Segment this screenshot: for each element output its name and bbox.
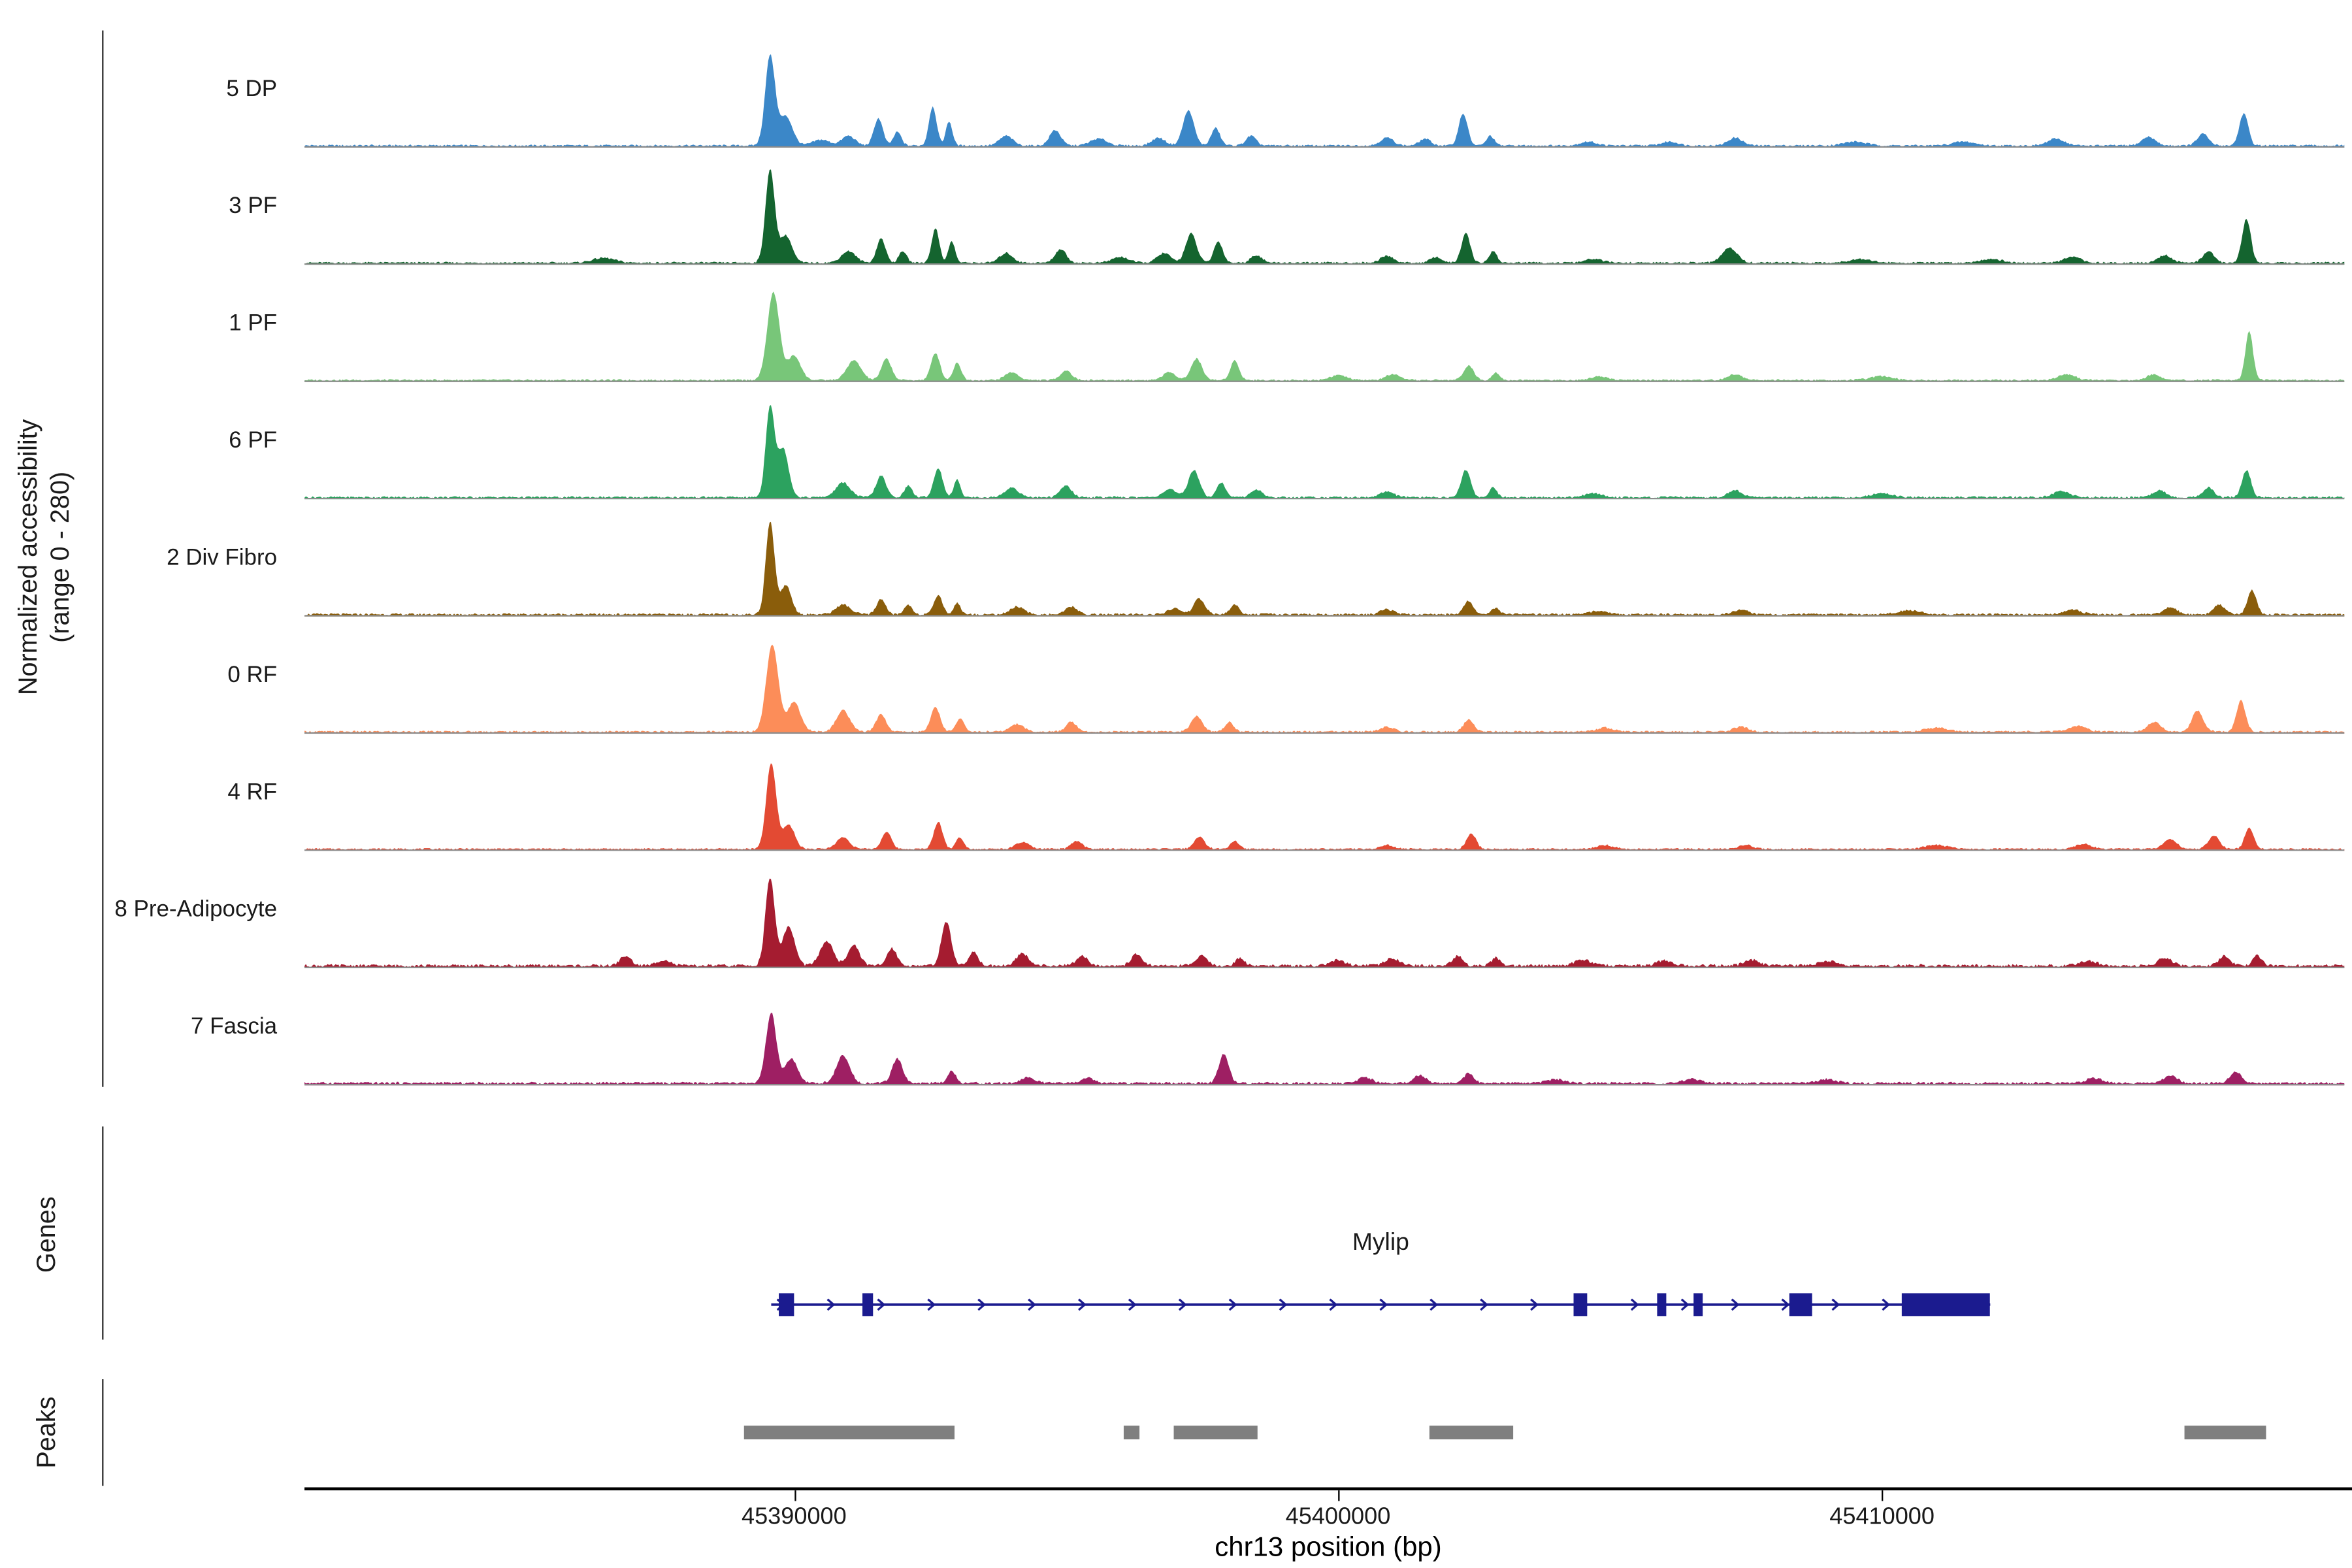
peak-bar — [2184, 1426, 2266, 1440]
track-label: 8 Pre-Adipocyte — [114, 896, 278, 923]
track-row-1-pf: 1 PF — [0, 265, 2352, 382]
strand-arrow-icon — [1630, 1298, 1639, 1311]
strand-arrow-icon — [826, 1298, 836, 1311]
track-signal-area — [304, 968, 2345, 1086]
peak-bar — [1429, 1426, 1514, 1440]
x-tick-label: 45400000 — [1285, 1504, 1391, 1530]
genes-section-label: Genes — [31, 1196, 61, 1273]
gene-exon — [862, 1293, 874, 1316]
track-label: 0 RF — [227, 662, 278, 689]
track-row-7-fascia: 7 Fascia — [0, 968, 2352, 1086]
signal-area-path — [304, 644, 2345, 734]
x-axis-title: chr13 position (bp) — [1215, 1531, 1442, 1562]
strand-arrow-icon — [1882, 1298, 1891, 1311]
track-signal-area — [304, 265, 2345, 382]
track-signal-area — [304, 148, 2345, 265]
track-label: 6 PF — [229, 427, 278, 454]
track-signal-area — [304, 734, 2345, 851]
strand-arrow-icon — [1279, 1298, 1288, 1311]
signal-area-path — [304, 405, 2345, 500]
track-label: 5 DP — [226, 76, 278, 103]
track-row-0-rf: 0 RF — [0, 617, 2352, 734]
strand-arrow-icon — [1078, 1298, 1086, 1311]
strand-arrow-icon — [1329, 1298, 1338, 1311]
track-row-2-div-fibro: 2 Div Fibro — [0, 499, 2352, 617]
gene-exon — [1693, 1293, 1703, 1316]
gene-exon — [1901, 1293, 1990, 1316]
tracks-axis-bracket — [102, 30, 104, 1087]
strand-arrow-icon — [1731, 1298, 1740, 1311]
strand-arrow-icon — [1680, 1298, 1690, 1311]
signal-area-path — [304, 291, 2345, 382]
track-row-6-pf: 6 PF — [0, 382, 2352, 500]
track-row-4-rf: 4 RF — [0, 734, 2352, 851]
strand-arrow-icon — [1028, 1298, 1036, 1311]
strand-arrow-icon — [1530, 1298, 1539, 1311]
track-signal-area — [304, 617, 2345, 734]
peak-bar — [743, 1426, 955, 1440]
peaks-axis-bracket — [102, 1379, 104, 1486]
strand-arrow-icon — [1781, 1298, 1790, 1311]
peak-bar — [1173, 1426, 1258, 1440]
x-tick — [1337, 1490, 1340, 1501]
x-tick-label: 45390000 — [742, 1504, 847, 1530]
strand-arrow-icon — [1178, 1298, 1187, 1311]
strand-arrow-icon — [877, 1298, 886, 1311]
signal-area-path — [304, 1013, 2345, 1086]
track-row-5-dp: 5 DP — [0, 31, 2352, 148]
peaks-track — [743, 1426, 2266, 1440]
track-row-8-pre-adipocyte: 8 Pre-Adipocyte — [0, 851, 2352, 968]
track-signal-area — [304, 31, 2345, 148]
track-signal-area — [304, 851, 2345, 968]
x-tick-label: 45410000 — [1829, 1504, 1935, 1530]
strand-arrow-icon — [927, 1298, 936, 1311]
peaks-section-label: Peaks — [31, 1396, 61, 1469]
signal-area-path — [304, 763, 2345, 851]
strand-arrow-icon — [1228, 1298, 1237, 1311]
gene-exon — [1789, 1293, 1812, 1316]
track-label: 1 PF — [229, 310, 278, 336]
gene-name-label: Mylip — [1352, 1228, 1409, 1255]
signal-area-path — [304, 878, 2345, 968]
x-axis-line — [304, 1487, 2352, 1491]
strand-arrow-icon — [1128, 1298, 1137, 1311]
track-signal-area — [304, 382, 2345, 500]
signal-area-path — [304, 521, 2345, 617]
gene-model-diagram: Mylip — [771, 1228, 1991, 1316]
gene-exon — [1573, 1293, 1588, 1316]
track-row-3-pf: 3 PF — [0, 148, 2352, 265]
signal-area-path — [304, 169, 2345, 265]
gene-exon — [1657, 1293, 1667, 1316]
strand-arrow-icon — [1429, 1298, 1439, 1311]
track-label: 4 RF — [227, 779, 278, 806]
gene-exon — [779, 1293, 794, 1316]
strand-arrow-icon — [1379, 1298, 1388, 1311]
signal-area-path — [304, 54, 2345, 148]
track-signal-area — [304, 499, 2345, 617]
track-label: 3 PF — [229, 193, 278, 220]
strand-arrow-icon — [1831, 1298, 1840, 1311]
genes-axis-bracket — [102, 1126, 104, 1340]
strand-arrow-icon — [1480, 1298, 1489, 1311]
x-tick — [794, 1490, 796, 1501]
track-label: 7 Fascia — [190, 1013, 278, 1040]
peak-bar — [1123, 1426, 1140, 1440]
track-label: 2 Div Fibro — [167, 545, 278, 571]
accessibility-tracks: 5 DP 3 PF 1 PF 6 PF 2 Div Fibro 0 RF 4 RF 8 Pre… — [0, 31, 2352, 1086]
strand-arrow-icon — [977, 1298, 987, 1311]
x-tick — [1882, 1490, 1884, 1501]
